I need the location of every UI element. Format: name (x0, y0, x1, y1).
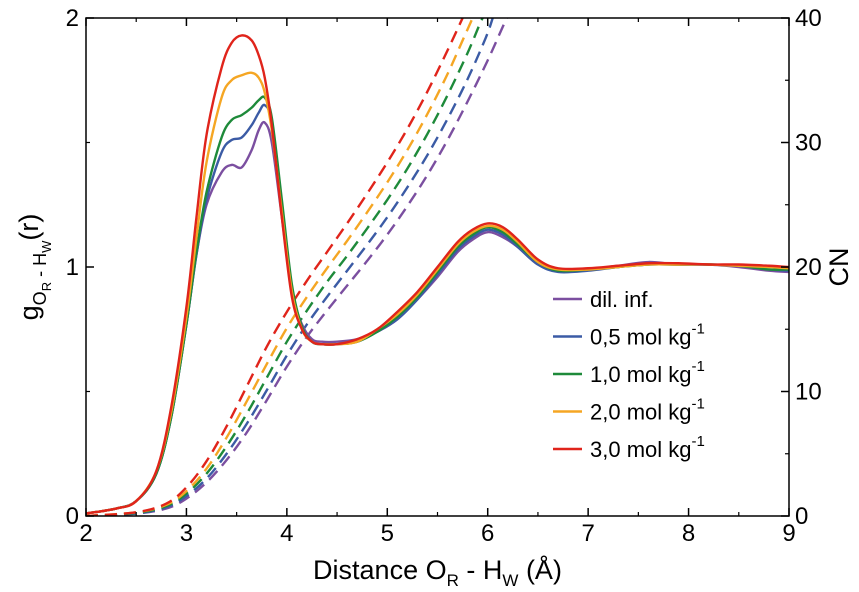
x-tick-label: 6 (481, 520, 494, 547)
y-left-axis-title-part: R (39, 282, 54, 291)
y-left-axis-title: gOR - HW(r) (14, 214, 54, 321)
x-tick-label: 3 (180, 520, 193, 547)
y-right-axis-title-group: CN (824, 248, 854, 287)
legend-label-text: 1,0 mol kg (590, 362, 692, 387)
x-axis-title: Distance OR - HW (Å) (313, 554, 562, 590)
y-left-tick-label: 0 (66, 503, 79, 530)
legend-label-superscript: -1 (692, 358, 705, 375)
cn-line-3 (86, 18, 474, 516)
y-left-axis-title-group: gOR - HW(r) (14, 214, 54, 321)
y-right-tick-label: 20 (795, 254, 822, 281)
cn-line-1 (86, 18, 494, 516)
legend-label-text: 0,5 mol kg (590, 325, 692, 350)
legend-label-text: 3,0 mol kg (590, 437, 692, 462)
y-left-tick-label: 1 (66, 254, 79, 281)
x-tick-label: 7 (581, 520, 594, 547)
legend-label-1: 0,5 mol kg-1 (590, 321, 705, 350)
y-left-axis-title-part: g (14, 305, 44, 320)
y-right-tick-label: 10 (795, 379, 822, 406)
legend: dil. inf.0,5 mol kg-11,0 mol kg-12,0 mol… (553, 287, 705, 462)
cn-line-2 (86, 18, 484, 516)
x-axis-title-part: - H (459, 555, 503, 585)
series-layer (86, 18, 789, 516)
y-left-axis-title-part: - H (30, 253, 50, 282)
x-tick-label: 5 (381, 520, 394, 547)
legend-label-0: dil. inf. (590, 287, 654, 312)
x-tick-label: 4 (280, 520, 293, 547)
y-left-axis-title-part: W (39, 240, 54, 253)
y-right-axis-title: CN (824, 248, 854, 287)
y-left-axis-title-part: O (30, 291, 50, 305)
x-axis-title-part: (Å) (518, 554, 562, 585)
y-left-axis-title-part: (r) (14, 214, 44, 241)
legend-label-text: 2,0 mol kg (590, 400, 692, 425)
x-tick-label: 2 (79, 520, 92, 547)
cn-line-0 (86, 18, 508, 516)
legend-label-text: dil. inf. (590, 287, 654, 312)
y-left-tick-label: 2 (66, 5, 79, 32)
legend-label-4: 3,0 mol kg-1 (590, 433, 705, 462)
y-right-tick-label: 0 (795, 503, 808, 530)
x-axis-title-part: W (502, 571, 518, 590)
legend-label-superscript: -1 (692, 321, 705, 338)
y-right-tick-label: 30 (795, 130, 822, 157)
legend-label-superscript: -1 (692, 433, 705, 450)
legend-label-superscript: -1 (692, 396, 705, 413)
legend-label-2: 1,0 mol kg-1 (590, 358, 705, 387)
y-right-tick-label: 40 (795, 5, 822, 32)
x-tick-label: 9 (782, 520, 795, 547)
x-axis-title-part: R (447, 571, 459, 590)
legend-label-3: 2,0 mol kg-1 (590, 396, 705, 425)
x-axis-title-part: Distance O (313, 555, 447, 585)
x-tick-label: 8 (682, 520, 695, 547)
rdf-line-4 (86, 34, 789, 515)
cn-line-4 (86, 18, 464, 516)
